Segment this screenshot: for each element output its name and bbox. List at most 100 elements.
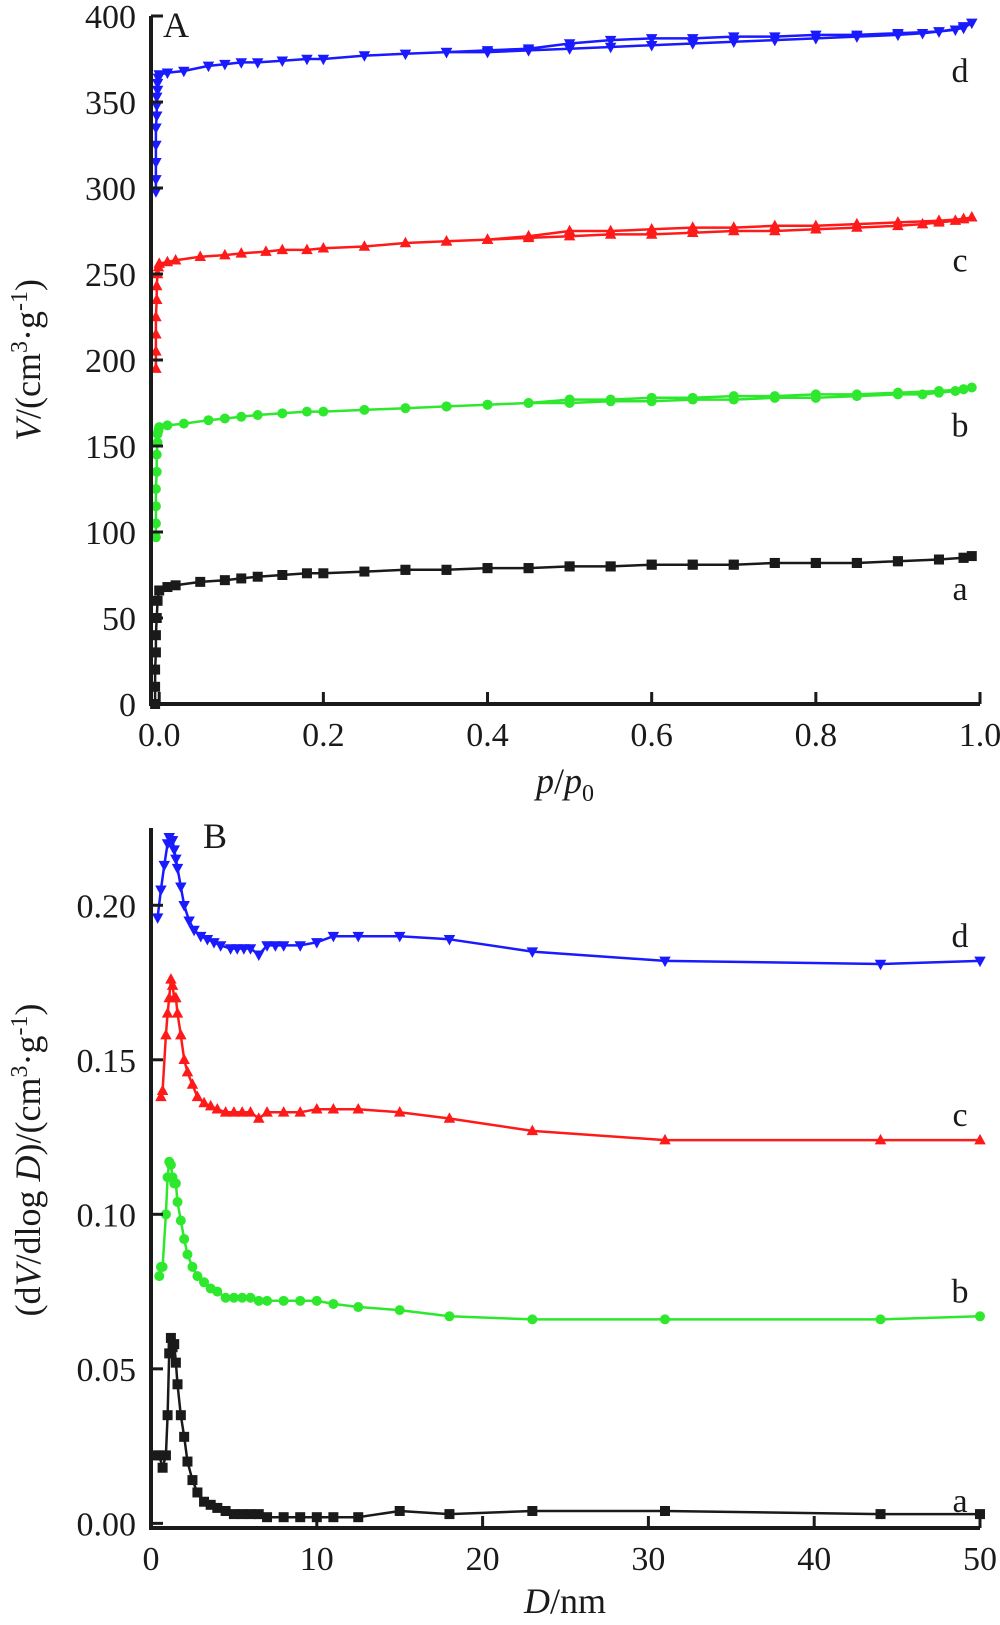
panel-a-series-b	[150, 382, 977, 543]
panel-a-series-d-point	[202, 61, 215, 73]
panel-b-series-a-point	[212, 1502, 223, 1513]
panel-a-series-c-point	[150, 279, 163, 291]
panel-a-series-b-point	[950, 385, 961, 396]
panel-b-series-a-point	[262, 1512, 273, 1523]
panel-a-series-a-point	[958, 552, 969, 563]
panel-a-axis-frame	[149, 16, 980, 706]
panel-a-series-labels: a b c d	[952, 53, 969, 608]
panel-b-series-c-point	[228, 1106, 240, 1117]
panel-b-y-axis-title: (dV/dlog D)/(cm3·g-1)	[7, 1004, 48, 1317]
panel-b-series-c-point	[236, 1106, 248, 1117]
panel-a-series-c-point	[399, 236, 412, 248]
panel-a-y-tick-label: 400	[85, 0, 136, 36]
panel-b-series-b-point	[394, 1305, 405, 1316]
panel-b-series-c-point	[311, 1102, 323, 1114]
panel-a-series-label-c: c	[952, 242, 967, 279]
panel-b-series-b-point	[199, 1277, 210, 1288]
panel-b-series-b-point	[245, 1292, 256, 1303]
panel-a-series-c-point	[810, 219, 822, 231]
panel-a-series-c-point	[150, 310, 162, 322]
panel-b-series-d-point	[170, 854, 182, 866]
panel-b-y-tick-label: 0.15	[77, 1043, 137, 1080]
panel-a-series-b-point	[917, 389, 928, 400]
panel-a-series-a-point	[277, 570, 288, 580]
panel-a-series-d-point	[966, 18, 978, 30]
panel-a-series-b-point	[252, 410, 263, 421]
panel-b-series-c-point	[171, 1007, 184, 1018]
panel-b-series-b-point	[975, 1311, 985, 1322]
panel-a-series-b-point	[150, 532, 161, 543]
panel-a-series-d-point	[150, 101, 163, 112]
panel-b-series-d-point	[194, 931, 207, 943]
panel-b-series-b-point	[875, 1314, 886, 1325]
panel-a-series-d-point	[440, 47, 453, 59]
panel-a-y-axis-title: V/(cm3·g-1)	[7, 279, 48, 441]
panel-b-series-b-point	[179, 1234, 190, 1245]
panel-b-series-b-point	[444, 1311, 455, 1322]
panel-b-series-c-point	[443, 1112, 456, 1123]
panel-b-series-c-point	[974, 1133, 986, 1145]
panel-a-series-b-point	[318, 406, 329, 417]
panel-b-series-c-point	[277, 1106, 290, 1117]
panel-b-series-a-point	[353, 1512, 364, 1523]
panel-a-series-d-point	[317, 54, 330, 66]
panel-b-series-a-point	[237, 1509, 248, 1520]
panel-b-series-b-point	[328, 1298, 339, 1309]
panel-a-series-c-point	[194, 250, 206, 262]
panel-a-series-a-point	[441, 564, 452, 575]
panel-a-y-tick-label: 250	[85, 257, 136, 294]
panel-b-series-c-point	[393, 1106, 406, 1117]
panel-a-series-a-point	[769, 557, 780, 568]
panel-b-series-b-point	[228, 1292, 239, 1303]
panel-b-series-d-point	[168, 845, 180, 856]
panel-b: 0 10 20 30 40 50 0.00 0.05 0.10 0.15 0.20 B a b c d D…	[7, 816, 997, 1621]
panel-a-series-b-point	[359, 404, 370, 415]
panel-a-series-a-point	[154, 585, 165, 596]
panel-a-series-a-point	[646, 559, 657, 570]
panel-a-series-a-point	[482, 563, 493, 574]
panel-b-series-d-point	[393, 931, 406, 943]
panel-a-series-d-point	[728, 32, 740, 43]
panel-a-series-c-point	[933, 214, 945, 225]
panel-a-series-b-point	[219, 413, 230, 424]
panel-b-series-a-point	[328, 1512, 339, 1523]
panel-b-series-b-point	[170, 1178, 181, 1189]
panel-a-series-d-point	[150, 157, 162, 169]
panel-b-series-d-point	[327, 931, 340, 943]
panel-a-series-c-point	[150, 362, 162, 373]
panel-a-series-b-point	[203, 415, 214, 426]
panel-a-y-tick-label: 300	[85, 171, 136, 208]
panel-a-y-tick-label: 150	[85, 429, 136, 466]
panel-b-series-d-point	[171, 863, 184, 875]
panel-a-series-c-point	[150, 345, 162, 356]
panel-b-series-label-c: c	[952, 1097, 967, 1134]
panel-a-series-b-point	[236, 411, 247, 422]
panel-b-series-a-point	[187, 1475, 198, 1486]
panel-a-series-d-point	[810, 30, 822, 42]
panel-a-series-d-point	[301, 54, 313, 66]
panel-b-series-d-point	[311, 938, 323, 949]
panel-b-series-a-point	[172, 1379, 183, 1390]
panel-a: 0.0 0.2 0.4 0.6 0.8 1.0 0 50 100 150 200 250 300 350 4…	[7, 0, 1000, 807]
panel-b-series-d-point	[158, 860, 171, 872]
panel-a-ticks: 0.0 0.2 0.4 0.6 0.8 1.0 0 50 100 150 200 250 300 350 4…	[85, 0, 1000, 754]
panel-b-series-d-point	[166, 836, 179, 847]
panel-b-series-b-point	[295, 1295, 306, 1306]
panel-b-series-d-point	[526, 947, 539, 958]
panel-b-series-d	[151, 833, 986, 971]
panel-b-series-b	[154, 1156, 985, 1325]
panel-b-series-a-point	[975, 1509, 985, 1520]
panel-b-series-c-point	[178, 1053, 190, 1065]
panel-b-series-d-point	[253, 950, 265, 961]
panel-a-series-b-point	[933, 385, 944, 396]
panel-b-series-label-a: a	[952, 1483, 967, 1520]
panel-b-series-c-point	[166, 979, 179, 990]
panel-b-series-b-point	[659, 1314, 670, 1325]
panel-a-x-tick-label: 0.6	[630, 717, 673, 754]
panel-b-series-b-point	[353, 1302, 364, 1313]
panel-a-series-a-point	[728, 559, 739, 570]
panel-b-series-c-point	[294, 1106, 306, 1117]
panel-a-series-a-point	[810, 557, 821, 568]
panel-a-series-c-point	[563, 224, 576, 236]
panel-b-label: B	[203, 816, 227, 856]
